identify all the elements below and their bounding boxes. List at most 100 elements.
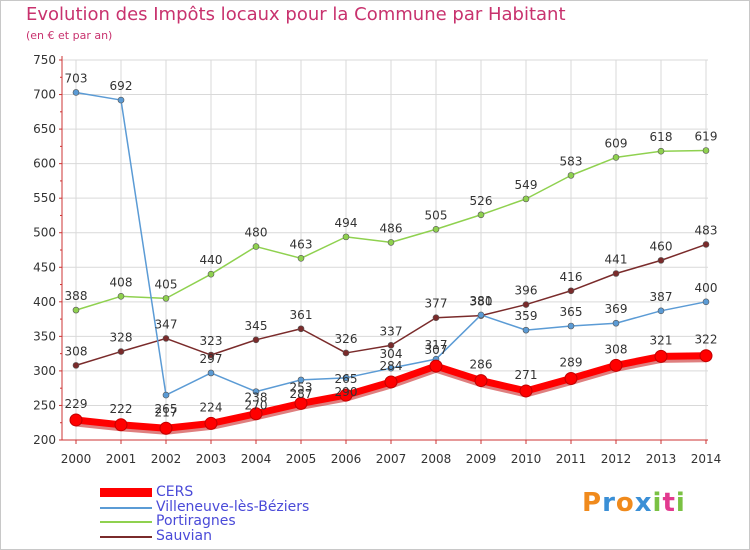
data-point [567, 287, 575, 295]
data-point [612, 154, 620, 161]
data-point [567, 172, 575, 179]
data-label: 238 [245, 391, 268, 405]
data-point [297, 376, 305, 384]
x-tick-label: 2006 [331, 452, 362, 466]
data-label: 287 [290, 387, 313, 401]
data-point [117, 292, 125, 300]
data-point [72, 89, 80, 96]
data-point [477, 311, 485, 319]
data-label-layer: 229 222 217 224 238 253 265 284 307 286 271 289 308 3… [65, 71, 718, 419]
data-point [387, 364, 395, 372]
data-label: 323 [200, 334, 223, 348]
data-point [564, 372, 578, 386]
data-point [294, 396, 308, 410]
legend-item-sauvian[interactable]: Sauvian [100, 528, 360, 545]
data-point [432, 225, 440, 233]
data-point [72, 362, 80, 369]
data-label: 400 [695, 281, 718, 295]
data-label: 307 [425, 343, 448, 357]
data-point [387, 239, 395, 246]
data-point [654, 349, 668, 363]
data-label: 609 [605, 136, 628, 150]
data-point [204, 416, 218, 430]
data-point [612, 270, 620, 277]
legend-item-portiragnes[interactable]: Portiragnes [100, 513, 360, 530]
series-layer [69, 89, 713, 435]
data-point [114, 418, 128, 432]
data-point [162, 295, 170, 302]
data-label: 440 [200, 253, 223, 267]
logo-letter: P [582, 488, 603, 518]
data-point [162, 391, 170, 399]
chart-title: Evolution des Impôts locaux pour la Comm… [26, 4, 566, 25]
legend-swatch-villeneuve [100, 507, 152, 509]
x-tick-label: 2012 [601, 452, 632, 466]
data-label: 703 [65, 71, 88, 85]
data-point [522, 195, 530, 203]
y-tick-label: 700 [33, 88, 56, 102]
proxiti-logo: Proxiti [582, 488, 686, 518]
data-point [72, 306, 80, 314]
x-tick-label: 2009 [466, 452, 497, 466]
x-tick-label: 2002 [151, 452, 182, 466]
legend-label-portiragnes: Portiragnes [156, 513, 236, 529]
legend-swatch-portiragnes [100, 521, 152, 523]
y-tick-label: 550 [33, 191, 56, 205]
data-label: 304 [380, 347, 403, 361]
data-label: 619 [695, 130, 718, 144]
data-label: 224 [200, 400, 223, 414]
data-point [162, 335, 170, 342]
data-label: 388 [65, 289, 88, 303]
data-label: 222 [110, 402, 133, 416]
data-point [609, 358, 623, 372]
data-label: 405 [155, 277, 178, 291]
y-tick-label: 250 [33, 398, 56, 412]
data-point [342, 233, 350, 241]
x-tick-label: 2007 [376, 452, 407, 466]
data-point [207, 270, 215, 278]
data-point [297, 254, 305, 262]
data-label: 377 [425, 297, 448, 311]
data-point [474, 374, 488, 388]
data-point [702, 147, 710, 154]
data-label: 361 [290, 308, 313, 322]
data-label: 265 [335, 372, 358, 386]
data-label: 290 [335, 385, 358, 399]
data-label: 289 [560, 356, 583, 370]
y-tick-label: 600 [33, 157, 56, 171]
legend-item-cers[interactable]: CERS [100, 484, 360, 501]
data-label: 270 [245, 399, 268, 413]
data-point [657, 147, 665, 155]
data-label: 505 [425, 208, 448, 222]
x-tick-label: 2005 [286, 452, 317, 466]
data-label: 337 [380, 324, 403, 338]
y-tick-label: 500 [33, 226, 56, 240]
y-tick-label: 650 [33, 122, 56, 136]
data-point [249, 407, 263, 421]
data-label: 345 [245, 319, 268, 333]
legend-item-villeneuve[interactable]: Villeneuve-lès-Béziers [100, 499, 360, 516]
data-point [699, 349, 713, 363]
y-tick-label: 400 [33, 295, 56, 309]
y-tick-label: 450 [33, 260, 56, 274]
logo-letter: i [652, 488, 663, 518]
data-point [702, 241, 710, 248]
data-label: 297 [200, 352, 223, 366]
data-point [117, 96, 125, 104]
data-point [342, 349, 350, 357]
data-label: 321 [650, 333, 673, 347]
legend-label-cers: CERS [156, 484, 194, 500]
data-label: 463 [290, 237, 313, 251]
data-point [657, 257, 665, 264]
data-label: 381 [470, 294, 493, 308]
y-tick-label: 200 [33, 433, 56, 447]
logo-letter: i [675, 488, 686, 518]
logo-letter: t [662, 488, 676, 518]
data-point [432, 314, 440, 322]
data-point [429, 359, 443, 373]
data-label: 441 [605, 252, 628, 266]
data-label: 396 [515, 284, 538, 298]
data-label: 265 [155, 402, 178, 416]
